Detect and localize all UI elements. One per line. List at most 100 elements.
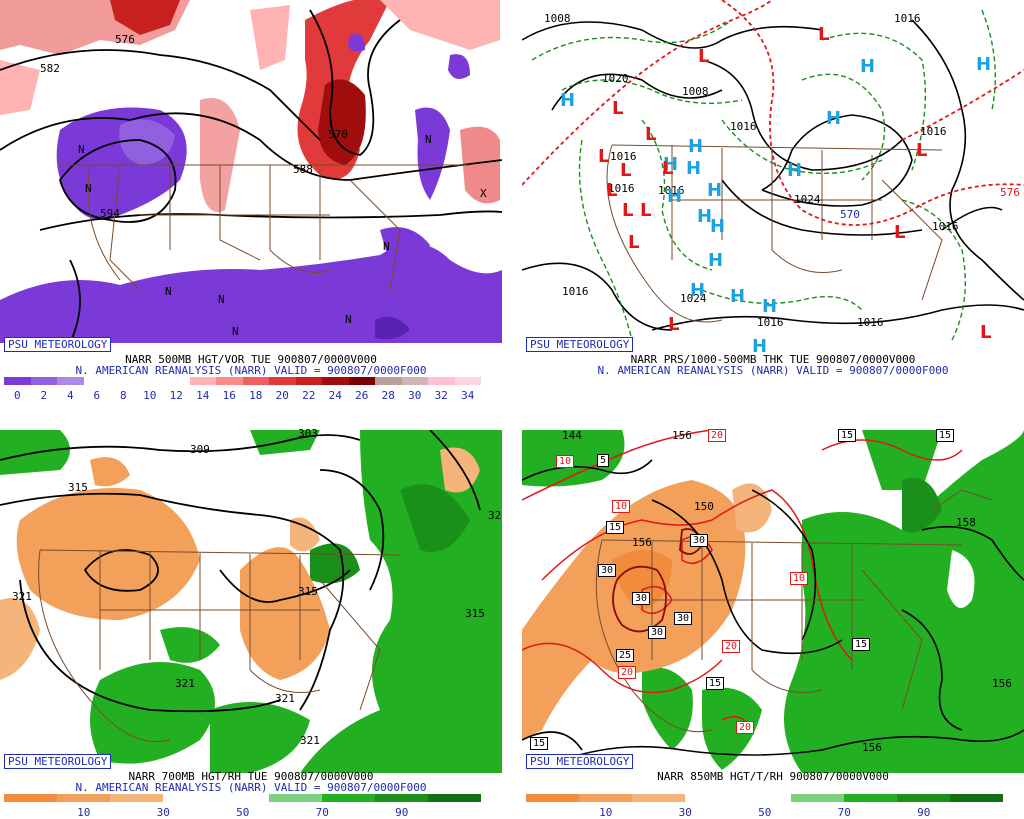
colorbar-tick-label: 50 [758, 806, 772, 819]
high-pressure-marker: H [710, 216, 726, 237]
temperature-box-label: 20 [722, 640, 741, 653]
colorbar-tick-label: 24 [328, 389, 342, 402]
low-pressure-marker: L [622, 200, 634, 221]
contour-label: 321 [175, 677, 195, 690]
panel-pressure-thickness: 1008 1016 1020 1024 1016 1016 1016 1016 … [522, 0, 1024, 406]
high-pressure-marker: H [860, 56, 876, 77]
colorbar-tick-label: 26 [355, 389, 369, 402]
temperature-box-label: 10 [790, 572, 809, 585]
caption-title: NARR 700MB HGT/RH TUE 900807/0000V000 [128, 770, 374, 783]
psu-badge: PSU METEOROLOGY [4, 754, 112, 769]
colorbar-swatch [844, 794, 897, 802]
rh700-svg [0, 430, 502, 773]
isobar-label: 1016 [894, 12, 921, 25]
rh-ticks: 10 30 50 70 90 [526, 806, 1003, 819]
temperature-box-label: 15 [936, 429, 955, 442]
contour-label: 321 [300, 734, 320, 747]
temperature-box-label: 15 [838, 429, 857, 442]
psu-badge: PSU METEOROLOGY [526, 337, 634, 352]
colorbar-swatch [428, 377, 455, 385]
vort-minimum-label: N [383, 240, 390, 253]
isobar-label: 1008 [682, 85, 709, 98]
thickness-label: 576 [1000, 186, 1020, 199]
contour-label: 321 [275, 692, 295, 705]
colorbar-tick-label: 50 [236, 806, 250, 819]
colorbar-swatch [216, 794, 269, 802]
colorbar-tick-label: 30 [156, 806, 170, 819]
colorbar-swatch [685, 794, 738, 802]
colorbar-swatch [295, 377, 322, 385]
colorbar-tick-label: 28 [381, 389, 395, 402]
temperature-box-label: 25 [616, 649, 635, 662]
vort-minimum-label: N [218, 293, 225, 306]
colorbar-tick-label: 6 [93, 389, 101, 402]
colorbar-swatch [189, 377, 216, 385]
isobar-label: 1020 [602, 72, 629, 85]
colorbar-swatch [348, 377, 375, 385]
contour-label: 158 [956, 516, 976, 529]
colorbar-tick-label: 14 [196, 389, 210, 402]
isobar-label: 1024 [794, 193, 821, 206]
thickness-label: 570 [840, 208, 860, 221]
temperature-box-label: 20 [618, 666, 637, 679]
vort-minimum-label: N [425, 133, 432, 146]
caption-valid: N. AMERICAN REANALYSIS (NARR) VALID = 90… [75, 364, 427, 377]
vorticity-map: 582 576 570 588 594 N N N N N N N X N [0, 0, 502, 343]
colorbar-swatch [110, 794, 163, 802]
colorbar-swatch [269, 794, 322, 802]
caption-title: NARR 850MB HGT/T/RH 900807/0000V000 [657, 770, 889, 783]
colorbar-tick-label: 70 [315, 806, 329, 819]
colorbar-tick-label: 2 [40, 389, 48, 402]
high-pressure-marker: H [667, 186, 683, 207]
vort-maximum-label: X [480, 187, 487, 200]
colorbar-swatch [738, 794, 791, 802]
colorbar-tick-label: 20 [275, 389, 289, 402]
psu-badge: PSU METEOROLOGY [4, 337, 112, 352]
colorbar-swatch [163, 794, 216, 802]
colorbar-tick-label: 34 [461, 389, 475, 402]
contour-label: 315 [298, 585, 318, 598]
colorbar-swatch [375, 794, 428, 802]
high-pressure-marker: H [826, 108, 842, 129]
high-pressure-marker: H [686, 158, 702, 179]
contour-label: 156 [672, 429, 692, 442]
colorbar-tick-label: 16 [222, 389, 236, 402]
low-pressure-marker: L [698, 46, 710, 67]
colorbar-swatch [897, 794, 950, 802]
temperature-box-label: 10 [612, 500, 631, 513]
low-pressure-marker: L [668, 314, 680, 335]
contour-label: 321 [12, 590, 32, 603]
rh850-svg [522, 430, 1024, 773]
low-pressure-marker: L [612, 98, 624, 119]
temperature-box-label: 5 [597, 454, 610, 467]
colorbar-tick-label: 10 [143, 389, 157, 402]
colorbar-swatch [428, 794, 481, 802]
colorbar-swatch [454, 377, 481, 385]
caption-valid: N. AMERICAN REANALYSIS (NARR) VALID = 90… [597, 364, 949, 377]
colorbar-swatch [57, 794, 110, 802]
contour-label: 303 [298, 427, 318, 440]
colorbar-swatch [526, 794, 579, 802]
temperature-box-label: 30 [690, 534, 709, 547]
pressure-svg [522, 0, 1024, 343]
isobar-label: 1016 [757, 316, 784, 329]
contour-label: 150 [694, 500, 714, 513]
vorticity-svg [0, 0, 502, 343]
colorbar-swatch [401, 377, 428, 385]
caption-title: NARR PRS/1000-500MB THK TUE 900807/0000V… [630, 353, 916, 366]
panel-500mb-vorticity: 582 576 570 588 594 N N N N N N N X N PS… [0, 0, 502, 406]
rh-ticks: 10 30 50 70 90 [4, 806, 481, 819]
caption-valid: N. AMERICAN REANALYSIS (NARR) VALID = 90… [75, 781, 427, 794]
rh850-map: 144 150 156 156 156 158 156 10 5 10 15 3… [522, 429, 1024, 773]
rh700-map: 303 309 315 315 321 321 321 315 321 32 [0, 427, 502, 773]
panel-700mb-rh: 303 309 315 315 321 321 321 315 321 32 P… [0, 413, 502, 819]
high-pressure-marker: H [708, 250, 724, 271]
high-pressure-marker: H [688, 136, 704, 157]
contour-label: 144 [562, 429, 582, 442]
high-pressure-marker: H [730, 286, 746, 307]
high-pressure-marker: H [697, 206, 713, 227]
rh-colorbar [4, 794, 481, 802]
colorbar-swatch [791, 794, 844, 802]
colorbar-swatch [4, 794, 57, 802]
isobar-label: 1016 [610, 150, 637, 163]
